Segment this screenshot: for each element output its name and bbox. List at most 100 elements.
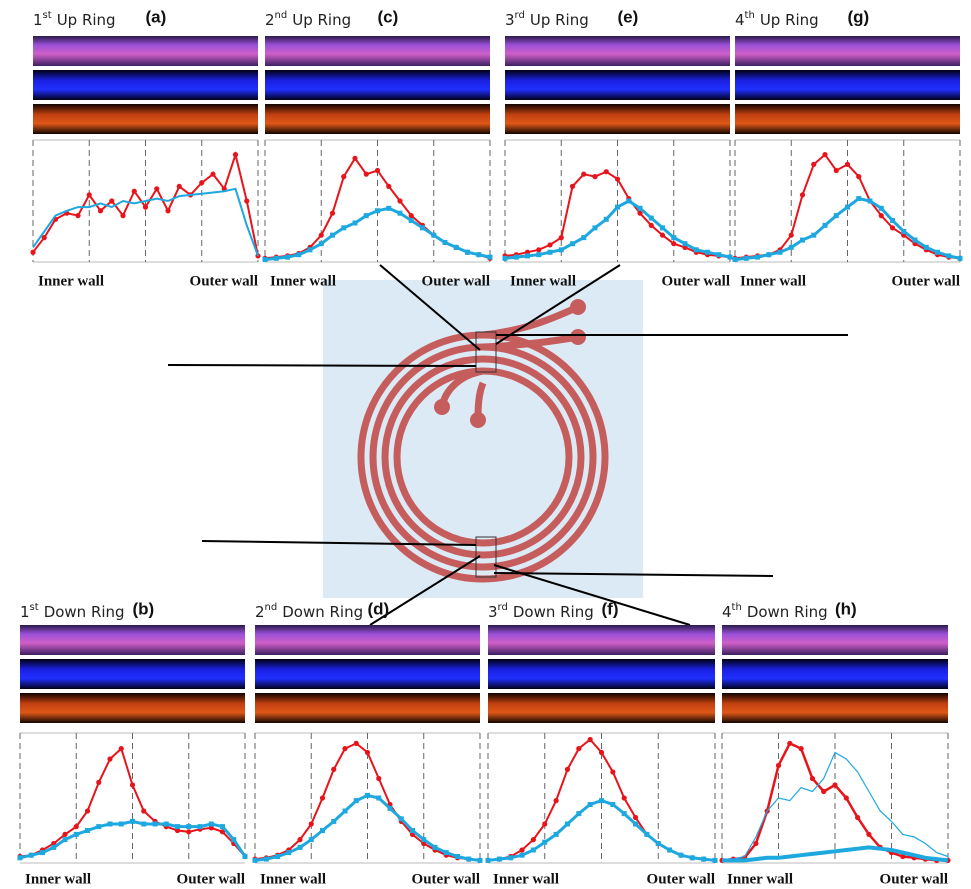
data-point (525, 253, 530, 259)
data-point (397, 198, 403, 204)
data-point (242, 854, 248, 859)
data-point (96, 824, 102, 830)
data-point (131, 188, 137, 194)
image-strip (265, 104, 490, 134)
title-number: 3 (488, 603, 498, 621)
data-point (208, 821, 214, 827)
data-point (689, 855, 695, 861)
image-strip (33, 104, 258, 134)
title-text: Down Ring (44, 603, 125, 621)
data-point (262, 257, 268, 263)
data-point (397, 210, 403, 216)
data-point (286, 850, 292, 856)
data-point (576, 746, 582, 752)
data-point (308, 821, 314, 827)
data-point (569, 183, 576, 189)
data-point (107, 756, 113, 762)
data-point (821, 788, 827, 795)
title-text: Up Ring (530, 11, 589, 29)
x-label-right: Outer wall (662, 273, 730, 289)
x-label-left: Inner wall (510, 273, 576, 289)
data-point (693, 247, 699, 253)
data-point (900, 853, 906, 860)
image-strip (265, 70, 490, 100)
data-point (727, 254, 733, 260)
panel-label: (b) (133, 599, 155, 618)
data-point (152, 821, 158, 827)
data-point (766, 252, 772, 258)
data-point (621, 795, 627, 801)
data-point (307, 247, 313, 253)
title-suffix: rd (515, 10, 525, 21)
data-point (822, 222, 828, 228)
panel-title: 1st Down Ring (20, 602, 125, 621)
data-point (297, 844, 303, 850)
image-strip (735, 36, 960, 66)
data-point (220, 824, 225, 830)
data-point (365, 792, 370, 798)
data-point (386, 205, 392, 211)
data-point (86, 192, 92, 198)
title-suffix: th (732, 602, 742, 613)
data-point (832, 782, 838, 788)
data-point (659, 232, 666, 238)
data-point (856, 174, 862, 180)
data-point (363, 171, 369, 177)
leader-lines (167, 264, 848, 626)
image-strip (505, 104, 730, 134)
title-number: 3 (505, 11, 515, 29)
inlets (434, 299, 586, 428)
title-number: 1 (20, 603, 30, 621)
data-point (376, 795, 382, 801)
data-point (800, 237, 805, 243)
data-point (252, 857, 258, 863)
image-strip (735, 104, 960, 134)
data-point (553, 831, 559, 837)
image-strip (488, 625, 715, 655)
image-strip (488, 659, 715, 689)
data-point (466, 856, 472, 862)
data-point (487, 254, 493, 260)
x-label-left: Inner wall (25, 871, 91, 887)
data-point (165, 208, 171, 214)
data-point (946, 253, 952, 259)
title-suffix: rd (498, 602, 508, 613)
data-point (129, 782, 136, 788)
data-point (610, 769, 616, 775)
data-point (547, 249, 553, 255)
data-point (30, 249, 36, 255)
data-point (118, 821, 124, 827)
data-point (581, 171, 587, 177)
data-point (219, 829, 226, 835)
data-point (633, 821, 639, 827)
data-point (935, 249, 940, 255)
data-point (614, 176, 621, 182)
data-point (587, 802, 593, 807)
data-point (186, 829, 192, 835)
x-label-left: Inner wall (493, 871, 559, 887)
data-point (17, 855, 23, 861)
data-point (73, 824, 79, 830)
data-point (421, 837, 427, 843)
data-point (387, 805, 393, 811)
data-point (536, 252, 542, 258)
data-point (51, 844, 57, 850)
data-point (141, 808, 147, 814)
data-point (118, 746, 124, 752)
series-line (722, 845, 949, 863)
data-point (743, 255, 749, 261)
x-label-right: Outer wall (190, 273, 258, 289)
data-point (844, 161, 851, 167)
image-strip (488, 693, 715, 723)
data-point (632, 814, 639, 821)
data-point (96, 779, 102, 786)
image-strip (505, 70, 730, 100)
image-strip (265, 36, 490, 66)
data-point (637, 205, 643, 211)
data-point (285, 254, 290, 260)
series-line (32, 187, 259, 257)
data-point (232, 152, 239, 158)
data-point (40, 850, 45, 856)
x-label-right: Outer wall (880, 871, 948, 887)
data-point (753, 840, 759, 847)
